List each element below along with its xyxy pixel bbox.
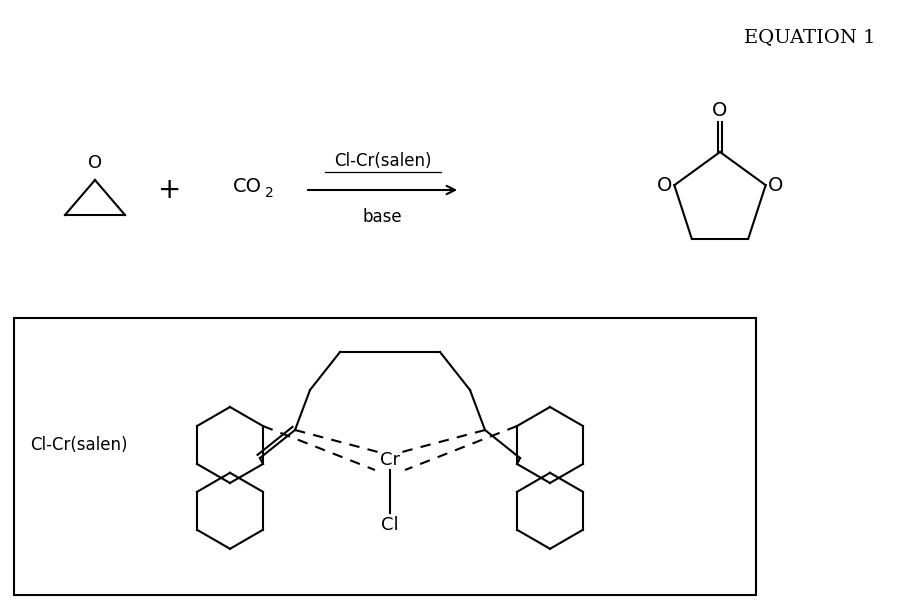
Text: O: O [768,175,783,195]
Text: Cr: Cr [380,451,400,469]
Text: Cl-Cr(salen): Cl-Cr(salen) [30,436,128,454]
Text: +: + [159,176,182,204]
Text: O: O [657,175,672,195]
Text: Cl: Cl [381,516,399,534]
Text: O: O [713,100,728,119]
Text: base: base [363,208,403,226]
Text: Cl-Cr(salen): Cl-Cr(salen) [333,152,432,170]
Bar [14,318,756,595]
Text: CO: CO [233,177,262,197]
Text: 2: 2 [265,186,274,200]
Text: EQUATION 1: EQUATION 1 [743,28,875,46]
Text: O: O [88,154,102,172]
